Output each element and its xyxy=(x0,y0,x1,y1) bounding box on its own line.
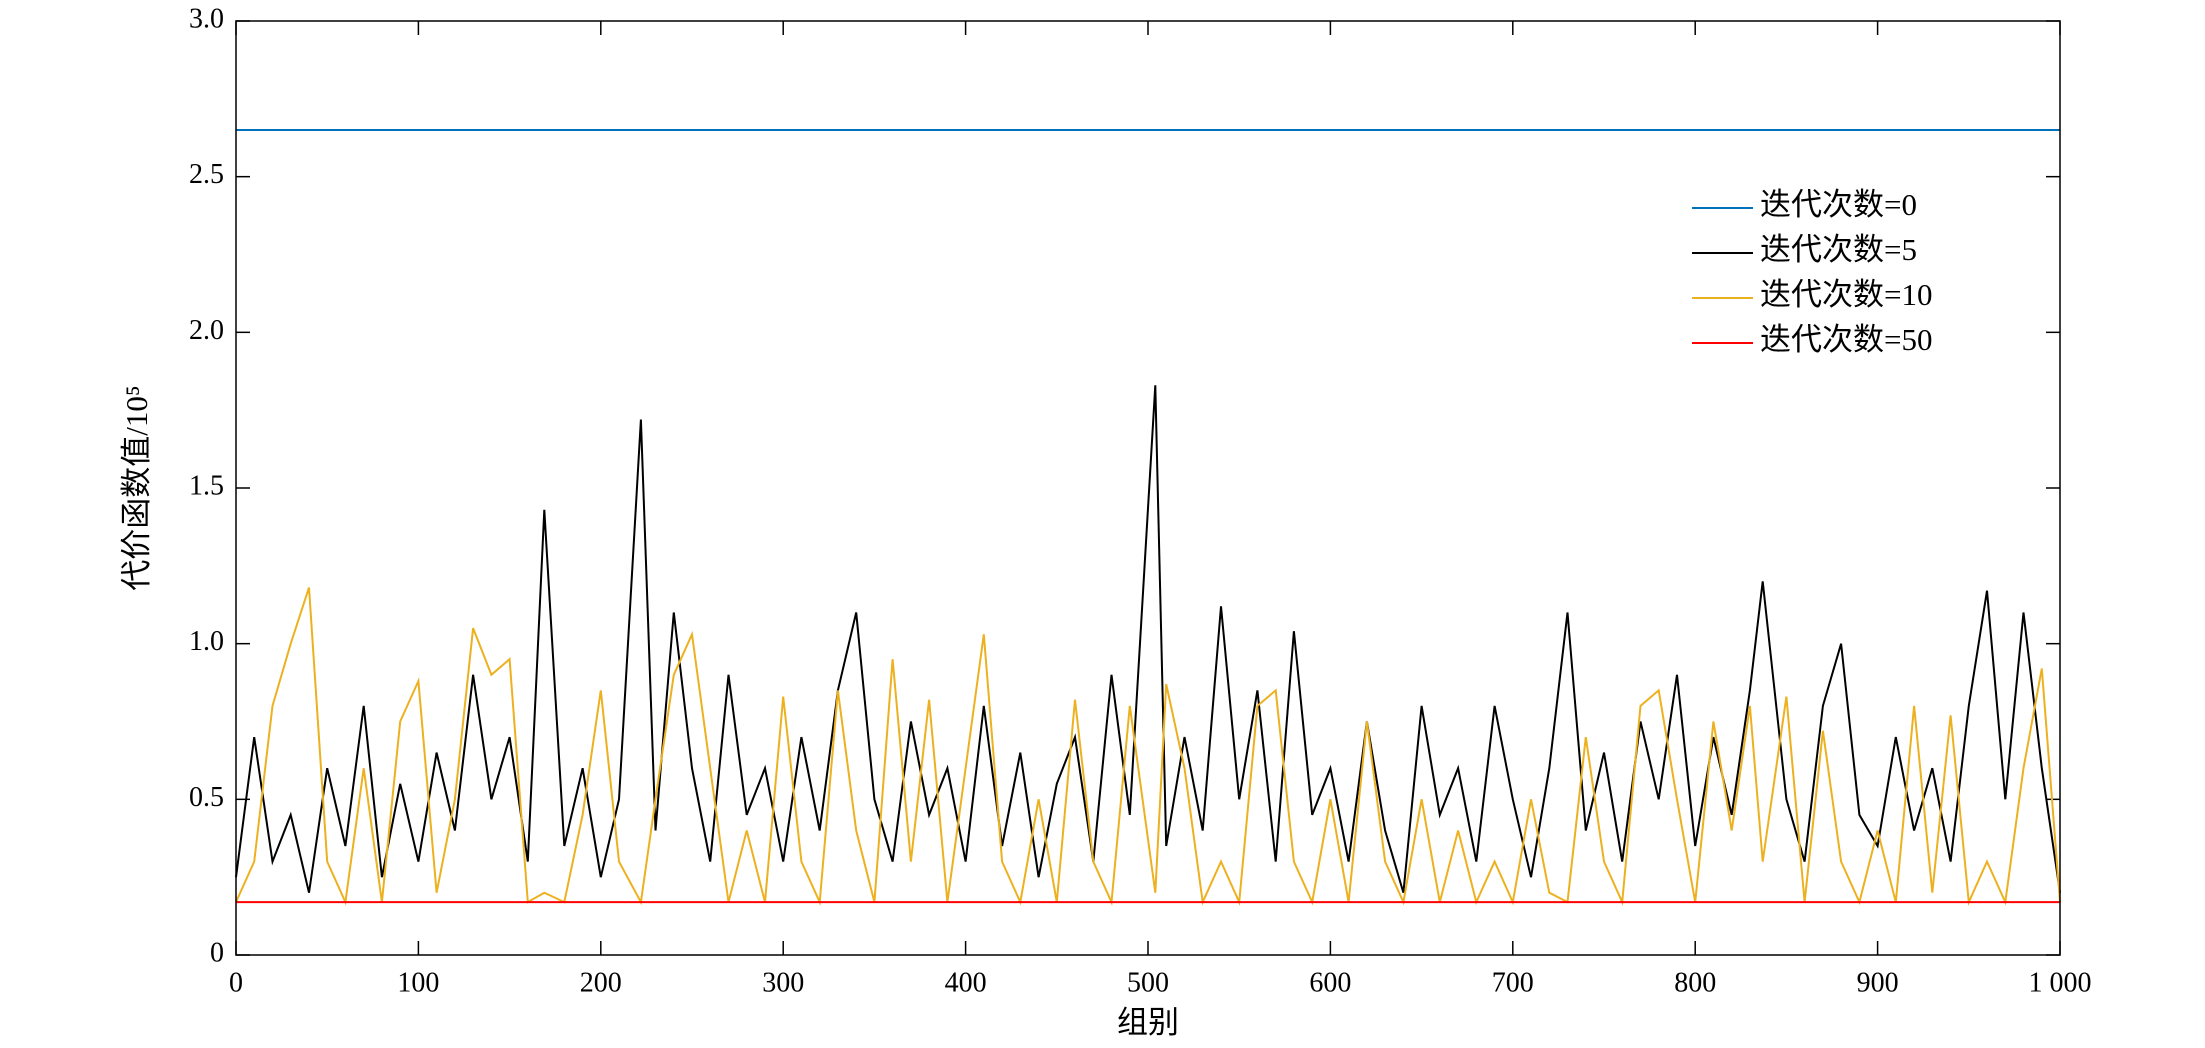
y-tick-label: 2.5 xyxy=(189,159,224,190)
x-tick-label: 500 xyxy=(1127,967,1169,998)
x-tick-label: 100 xyxy=(397,967,439,998)
series-line xyxy=(235,587,2061,907)
y-tick-label: 0.5 xyxy=(189,782,224,813)
y-axis-label: 代价函数值/10⁵ xyxy=(119,385,154,590)
x-tick-label: 300 xyxy=(762,967,804,998)
legend-label: 迭代次数=50 xyxy=(1760,322,1932,357)
y-tick-label: 0 xyxy=(210,937,224,968)
x-tick-label: 200 xyxy=(580,967,622,998)
y-tick-label: 3.0 xyxy=(189,3,224,34)
legend-label: 迭代次数=5 xyxy=(1760,232,1917,267)
y-tick-label: 1.0 xyxy=(189,626,224,657)
y-tick-label: 2.0 xyxy=(189,315,224,346)
x-axis-label: 组别 xyxy=(1117,1005,1179,1040)
x-tick-label: 900 xyxy=(1857,967,1899,998)
legend-label: 迭代次数=0 xyxy=(1760,187,1917,222)
x-tick-label: 1 000 xyxy=(2029,967,2092,998)
x-tick-label: 400 xyxy=(945,967,987,998)
series-line xyxy=(235,385,2061,893)
x-tick-label: 0 xyxy=(229,967,243,998)
plot-frame xyxy=(235,20,2061,956)
legend-label: 迭代次数=10 xyxy=(1760,277,1932,312)
y-tick-label: 1.5 xyxy=(189,470,224,501)
x-tick-label: 800 xyxy=(1674,967,1716,998)
x-tick-label: 600 xyxy=(1309,967,1351,998)
x-tick-label: 700 xyxy=(1492,967,1534,998)
